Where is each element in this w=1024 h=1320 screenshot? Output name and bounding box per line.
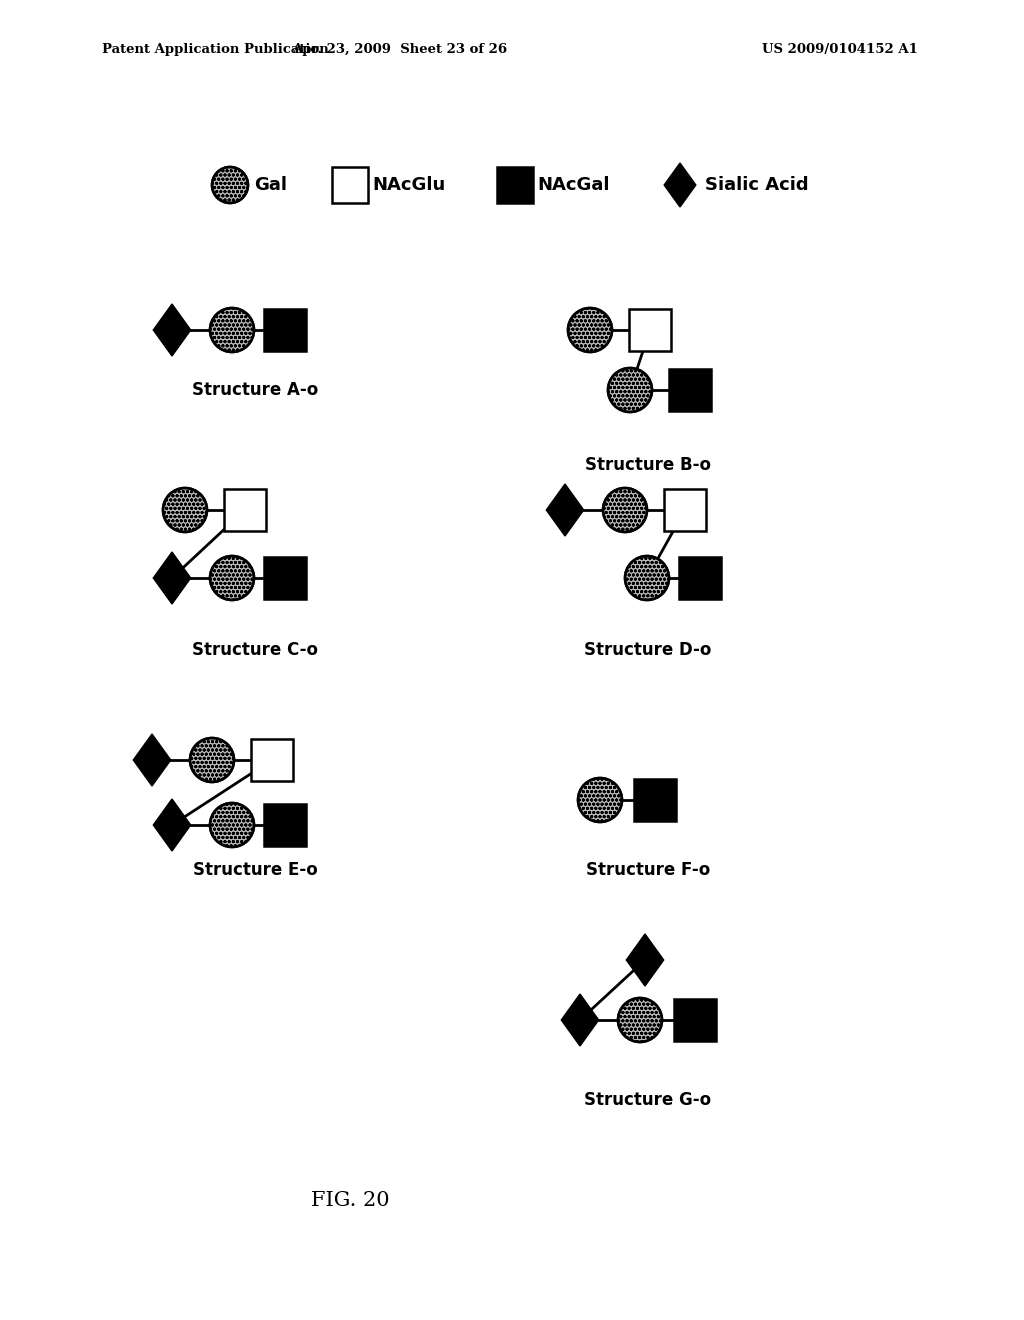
- Bar: [497, 168, 534, 203]
- Text: Structure E-o: Structure E-o: [193, 861, 317, 879]
- Circle shape: [210, 308, 254, 352]
- Bar: [664, 488, 706, 531]
- Text: FIG. 20: FIG. 20: [310, 1191, 389, 1209]
- Circle shape: [603, 488, 647, 532]
- Bar: [634, 779, 676, 821]
- Bar: [264, 309, 306, 351]
- Bar: [679, 557, 721, 599]
- Text: Structure F-o: Structure F-o: [586, 861, 710, 879]
- Circle shape: [212, 168, 248, 203]
- Text: Structure A-o: Structure A-o: [191, 381, 318, 399]
- Text: NAcGal: NAcGal: [537, 176, 609, 194]
- Circle shape: [568, 308, 612, 352]
- Bar: [629, 309, 671, 351]
- Circle shape: [618, 998, 662, 1041]
- Circle shape: [578, 777, 622, 822]
- Polygon shape: [154, 799, 190, 851]
- Text: Structure G-o: Structure G-o: [585, 1092, 712, 1109]
- Text: Sialic Acid: Sialic Acid: [705, 176, 809, 194]
- Circle shape: [608, 368, 652, 412]
- Polygon shape: [133, 734, 171, 785]
- Bar: [224, 488, 266, 531]
- Text: Apr. 23, 2009  Sheet 23 of 26: Apr. 23, 2009 Sheet 23 of 26: [293, 44, 508, 57]
- Bar: [674, 999, 716, 1041]
- Text: NAcGlu: NAcGlu: [372, 176, 445, 194]
- Bar: [264, 804, 306, 846]
- Bar: [264, 557, 306, 599]
- Polygon shape: [561, 994, 599, 1045]
- Text: Structure D-o: Structure D-o: [585, 642, 712, 659]
- Polygon shape: [154, 552, 190, 605]
- Polygon shape: [627, 935, 664, 986]
- Polygon shape: [546, 484, 584, 536]
- Text: Patent Application Publication: Patent Application Publication: [102, 44, 329, 57]
- Circle shape: [190, 738, 234, 781]
- Bar: [332, 168, 368, 203]
- Bar: [251, 739, 293, 781]
- Text: US 2009/0104152 A1: US 2009/0104152 A1: [762, 44, 918, 57]
- Bar: [669, 370, 711, 411]
- Circle shape: [210, 803, 254, 847]
- Polygon shape: [665, 162, 696, 207]
- Circle shape: [625, 556, 669, 601]
- Circle shape: [163, 488, 207, 532]
- Polygon shape: [154, 304, 190, 356]
- Circle shape: [210, 556, 254, 601]
- Text: Structure C-o: Structure C-o: [193, 642, 318, 659]
- Text: Structure B-o: Structure B-o: [585, 455, 711, 474]
- Text: Gal: Gal: [254, 176, 287, 194]
